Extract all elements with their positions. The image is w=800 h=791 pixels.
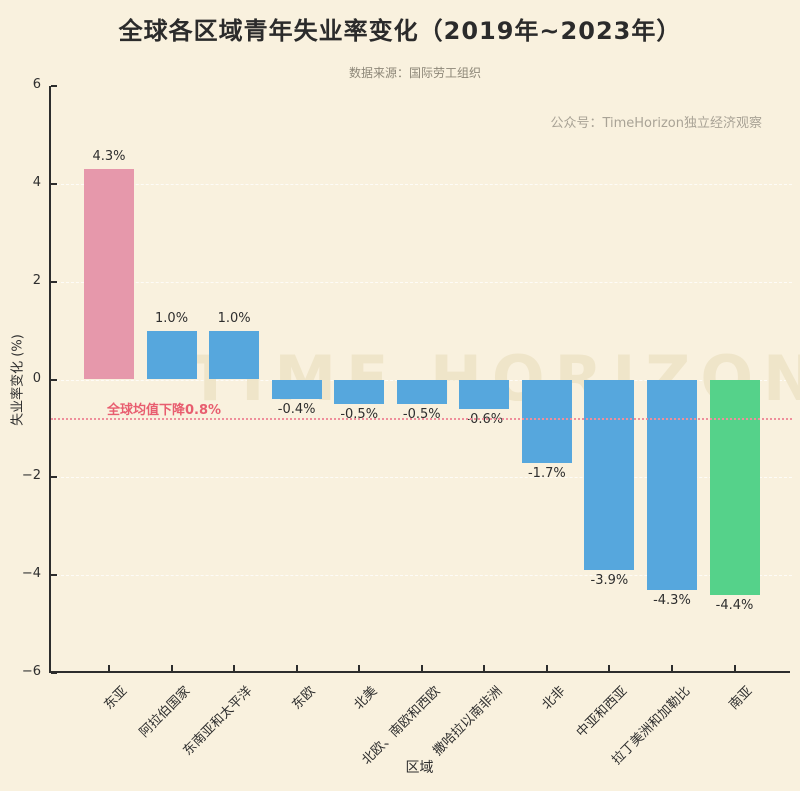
y-tick-label: 2 [32,272,41,288]
bar-value-label: -0.4% [277,402,316,418]
gridline [51,477,792,479]
bar-11 [709,379,760,595]
y-tick-label: −6 [21,664,41,679]
x-tick-mark [170,665,173,671]
bar-9 [584,379,635,571]
y-tick-mark [51,574,57,577]
plot-area: TIME HORIZON 全球均值下降0.8% 4.3% 1.0% 1.0% -0.4… [49,85,800,674]
bar-value-label: -4.4% [715,597,754,613]
y-tick-label: −2 [21,468,41,484]
x-tick-mark [608,665,611,671]
y-tick-label: 6 [32,77,41,92]
bar-4 [271,379,322,400]
y-tick-label: 4 [32,174,41,190]
x-tick-label: 北美 [351,683,381,713]
bar-3 [209,330,260,380]
bar-10 [646,379,697,590]
x-tick-label: 南亚 [726,683,756,713]
bar-5 [334,379,385,404]
global-average-reference-line [51,417,792,420]
x-tick-mark [295,665,298,671]
x-tick-mark [483,665,486,671]
bar-value-label: 4.3% [92,149,126,165]
x-axis-label: 区域 [405,760,434,776]
bar-value-label: -4.3% [653,592,691,608]
y-tick-mark [51,476,57,479]
x-tick-mark [670,665,673,671]
bar-6 [396,379,447,404]
y-tick-mark [51,85,57,87]
bar-2 [146,330,197,380]
bar-value-label: 1.0% [217,310,251,326]
publisher-watermark: 公众号：TimeHorizon独立经济观察 [550,116,762,131]
global-average-reference-label: 全球均值下降0.8% [107,402,222,418]
x-tick-mark [420,665,423,671]
bar-value-label: -1.7% [527,465,566,481]
y-tick-mark [51,280,57,283]
x-tick-label: 阿拉伯国家 [136,683,193,741]
x-tick-label: 东亚 [101,683,131,713]
x-tick-label: 中亚和西亚 [574,683,631,741]
bar-1 [84,169,134,380]
x-tick-mark [733,665,736,671]
bar-value-label: 1.0% [155,310,189,326]
x-tick-mark [358,665,361,671]
gridline [51,575,792,577]
x-tick-label: 北非 [539,683,569,713]
chart-title: 全球各区域青年失业率变化（2019年~2023年） [118,17,682,45]
y-tick-mark [51,672,57,674]
y-tick-mark [51,378,57,381]
chart-subtitle: 数据来源：国际劳工组织 [348,66,481,80]
bar-value-label: -3.9% [590,573,629,589]
x-tick-mark [233,665,236,671]
gridline [51,183,792,185]
bar-8 [521,379,572,463]
x-tick-mark [108,665,110,671]
y-tick-label: 0 [32,370,41,386]
x-tick-label: 东欧 [289,683,319,713]
y-tick-mark [51,182,57,185]
x-tick-mark [545,665,548,671]
gridline [51,281,792,283]
bar-7 [459,379,510,409]
y-tick-label: −4 [21,566,41,582]
